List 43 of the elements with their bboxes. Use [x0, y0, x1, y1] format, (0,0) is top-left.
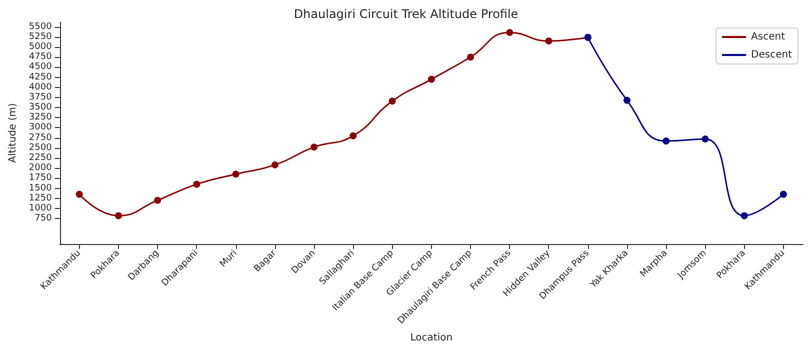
- y-tick-label: 2250: [28, 152, 52, 163]
- point: [545, 37, 552, 44]
- y-tick-label: 4000: [28, 82, 52, 92]
- y-tick-label: 1250: [28, 193, 52, 204]
- point: [428, 76, 435, 83]
- legend-label: Ascent: [751, 32, 786, 42]
- point: [350, 132, 357, 140]
- y-tick-label: 3750: [28, 92, 52, 102]
- point: [114, 212, 122, 220]
- chart-title: Dhaulagiri Circuit Trek Altitude Profile: [294, 7, 518, 21]
- y-tick-label: 5000: [28, 42, 52, 52]
- legend-label: Descent: [751, 50, 792, 60]
- y-tick-label: 4250: [28, 72, 52, 82]
- y-tick-label: 3250: [28, 112, 52, 123]
- point: [310, 144, 318, 151]
- point: [154, 196, 162, 204]
- point: [702, 136, 709, 143]
- point: [467, 54, 474, 61]
- y-tick-label: 750: [34, 214, 52, 224]
- y-tick-label: 5250: [28, 32, 52, 42]
- y-tick-label: 3500: [28, 102, 52, 113]
- y-axis-title: Altitude (m): [8, 102, 18, 163]
- point: [780, 190, 787, 198]
- y-tick-label: 1750: [28, 173, 52, 184]
- point: [232, 170, 240, 178]
- point: [271, 161, 278, 168]
- point: [76, 190, 83, 198]
- y-tick-label: 2000: [28, 163, 52, 174]
- y-tick-label: 2750: [28, 132, 52, 143]
- y-tick-label: 2500: [28, 142, 52, 153]
- y-tick-label: 4500: [28, 62, 52, 72]
- y-tick-label: 1000: [28, 203, 52, 214]
- y-tick-label: 1500: [28, 183, 52, 194]
- point: [662, 138, 670, 145]
- y-tick-label: 4750: [28, 52, 52, 62]
- y-tick-label: 5500: [28, 22, 52, 32]
- x-axis-title: Location: [410, 332, 453, 344]
- point: [388, 98, 396, 105]
- point: [506, 28, 514, 36]
- point: [740, 212, 748, 220]
- y-tick-label: 3000: [28, 122, 52, 133]
- point: [623, 96, 630, 104]
- point: [193, 180, 200, 188]
